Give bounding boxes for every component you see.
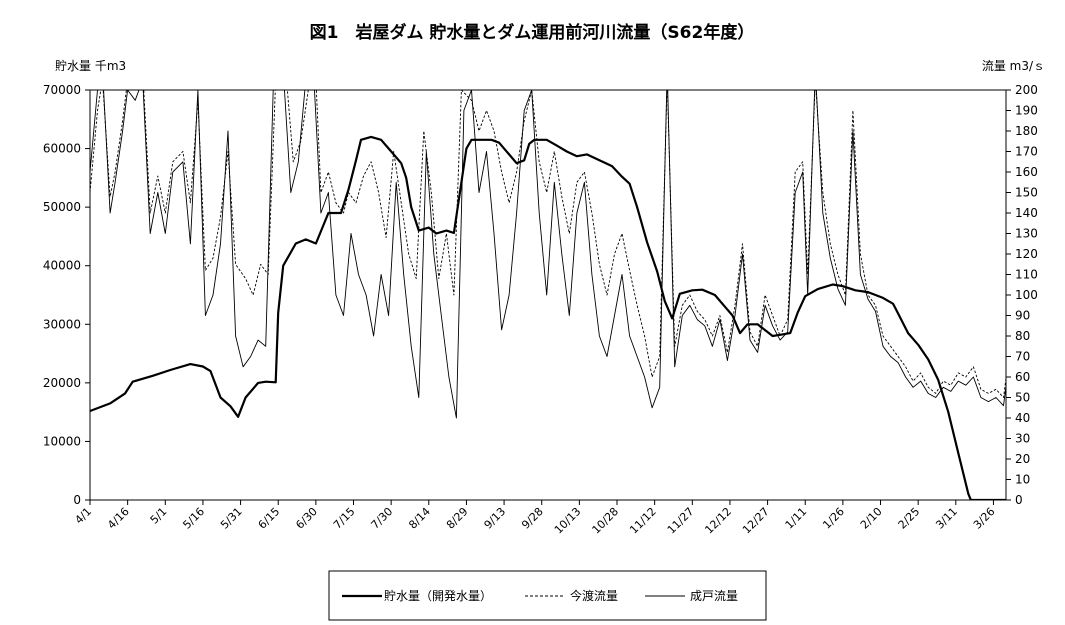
right-tick-label: 140 — [1015, 206, 1038, 220]
x-axis: 4/1 4/16 5/1 5/16 5/31 6/15 6/30 7/15 7/30 8/14 8/… — [72, 500, 998, 537]
left-tick-label: 70000 — [43, 83, 81, 97]
x-tick-label: 7/15 — [331, 505, 358, 532]
x-tick-label: 10/13 — [552, 505, 584, 537]
x-tick-label: 3/26 — [971, 505, 998, 532]
right-tick-label: 110 — [1015, 268, 1038, 282]
right-axis: 0 10 20 30 40 50 60 70 80 90 100 110 120 130 140 150 160… — [1006, 83, 1038, 507]
x-tick-label: 1/11 — [783, 505, 810, 532]
x-tick-label: 12/27 — [740, 505, 772, 537]
plot-area — [89, 89, 1007, 501]
series-line-0 — [90, 135, 1006, 500]
right-tick-label: 150 — [1015, 186, 1038, 200]
series-layer — [90, 90, 1006, 500]
x-tick-label: 4/16 — [105, 505, 132, 532]
right-tick-label: 20 — [1015, 452, 1030, 466]
right-tick-label: 100 — [1015, 288, 1038, 302]
right-tick-label: 200 — [1015, 83, 1038, 97]
x-tick-label: 4/1 — [72, 505, 94, 527]
series-line-1 — [90, 90, 1006, 398]
left-tick-label: 30000 — [43, 317, 81, 331]
right-tick-label: 80 — [1015, 329, 1030, 343]
right-tick-label: 120 — [1015, 247, 1038, 261]
legend: 貯水量（開発水量） 今渡流量 成戸流量 — [328, 570, 767, 621]
left-axis-title: 貯水量 千m3 — [55, 59, 126, 73]
left-tick-label: 40000 — [43, 259, 81, 273]
x-tick-label: 2/25 — [896, 505, 923, 532]
x-tick-label: 5/16 — [180, 505, 207, 532]
x-tick-label: 8/29 — [444, 505, 471, 532]
x-tick-label: 5/31 — [218, 505, 245, 532]
series-line-2 — [90, 90, 1006, 419]
legend-label-storage: 貯水量（開発水量） — [384, 589, 492, 603]
x-tick-label: 6/30 — [293, 505, 320, 532]
x-tick-label: 6/15 — [256, 505, 283, 532]
legend-label-imawatari: 今渡流量 — [570, 588, 618, 603]
right-tick-label: 190 — [1015, 104, 1038, 118]
x-tick-label: 9/28 — [519, 505, 546, 532]
right-axis-title: 流量 m3/ｓ — [982, 59, 1045, 73]
right-tick-label: 70 — [1015, 350, 1030, 364]
right-tick-label: 50 — [1015, 391, 1030, 405]
left-tick-label: 10000 — [43, 434, 81, 448]
x-tick-label: 1/26 — [820, 505, 847, 532]
x-tick-label: 2/10 — [858, 505, 885, 532]
x-tick-label: 5/1 — [148, 505, 170, 527]
right-tick-label: 10 — [1015, 473, 1030, 487]
x-tick-label: 10/28 — [590, 505, 622, 537]
right-tick-label: 130 — [1015, 227, 1038, 241]
x-tick-label: 9/13 — [482, 505, 509, 532]
x-tick-label: 3/11 — [933, 505, 960, 532]
right-tick-label: 40 — [1015, 411, 1030, 425]
right-tick-label: 60 — [1015, 370, 1030, 384]
x-tick-label: 11/27 — [665, 505, 697, 537]
right-tick-label: 160 — [1015, 165, 1038, 179]
right-tick-label: 180 — [1015, 124, 1038, 138]
right-tick-label: 170 — [1015, 145, 1038, 159]
x-tick-label: 12/12 — [702, 505, 734, 537]
right-tick-label: 0 — [1015, 493, 1023, 507]
left-tick-label: 60000 — [43, 142, 81, 156]
left-tick-label: 50000 — [43, 200, 81, 214]
right-tick-label: 90 — [1015, 309, 1030, 323]
right-tick-label: 30 — [1015, 432, 1030, 446]
left-axis: 0 10000 20000 30000 40000 50000 60000 70000 — [43, 83, 90, 507]
x-tick-label: 7/30 — [369, 505, 396, 532]
x-tick-label: 8/14 — [406, 505, 433, 532]
x-tick-label: 11/12 — [627, 505, 659, 537]
chart-title: 図1 岩屋ダム 貯水量とダム運用前河川流量（S62年度） — [310, 22, 755, 43]
legend-label-naruto: 成戸流量 — [690, 589, 738, 603]
left-tick-label: 0 — [73, 493, 81, 507]
left-tick-label: 20000 — [43, 376, 81, 390]
